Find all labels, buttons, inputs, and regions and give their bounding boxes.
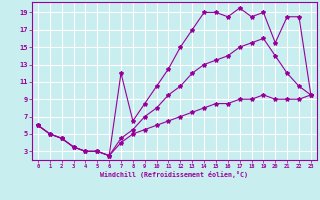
X-axis label: Windchill (Refroidissement éolien,°C): Windchill (Refroidissement éolien,°C)	[100, 171, 248, 178]
